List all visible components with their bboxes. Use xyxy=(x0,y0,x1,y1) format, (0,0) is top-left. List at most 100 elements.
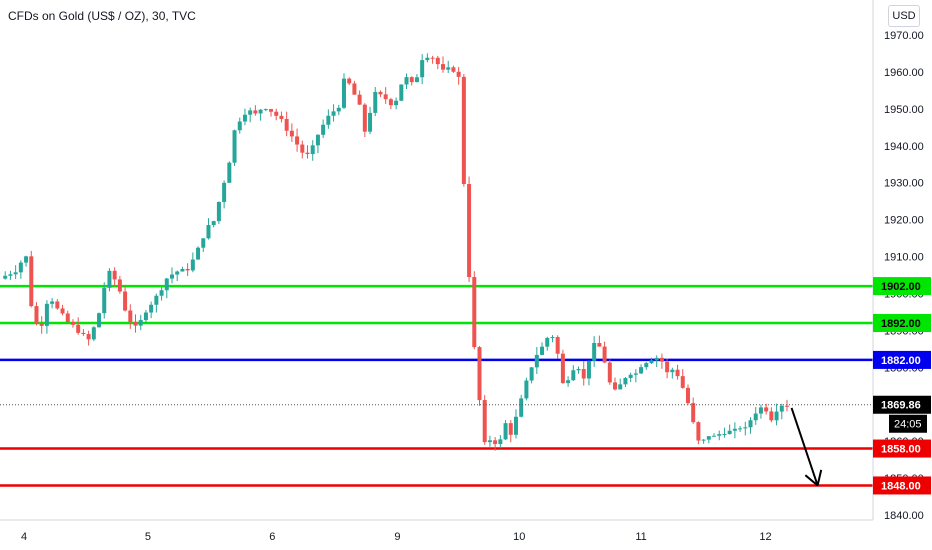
candle xyxy=(326,109,331,129)
candle xyxy=(39,316,44,334)
x-tick-label: 6 xyxy=(269,531,275,543)
candle xyxy=(91,326,96,342)
candle xyxy=(738,425,743,432)
candle xyxy=(196,246,201,260)
candle xyxy=(748,417,753,434)
candle xyxy=(764,403,769,415)
y-tick-label: 1920.00 xyxy=(884,215,924,227)
candle xyxy=(388,97,393,110)
candle xyxy=(560,349,565,384)
candle xyxy=(24,255,29,267)
candle xyxy=(206,218,211,240)
candle xyxy=(540,342,545,356)
level-price-badge: 1882.00 xyxy=(873,350,931,369)
candle xyxy=(383,87,388,104)
candle xyxy=(508,420,513,443)
level-price-badge: 1902.00 xyxy=(873,277,931,296)
candle xyxy=(529,366,534,384)
candle xyxy=(185,263,190,277)
candle xyxy=(164,277,169,299)
symbol-title: CFDs on Gold (US$ / OZ), 30, TVC xyxy=(8,9,196,23)
countdown-badge: 24:05 xyxy=(889,414,927,433)
candle xyxy=(55,299,60,310)
candle xyxy=(425,53,430,63)
candle xyxy=(550,335,555,343)
candle xyxy=(644,361,649,370)
candle xyxy=(331,104,336,122)
candle xyxy=(545,336,550,351)
candle xyxy=(60,304,65,316)
candlesticks xyxy=(3,53,790,451)
candle xyxy=(498,435,503,449)
level-price-badge: 1848.00 xyxy=(873,476,931,495)
candle xyxy=(269,108,274,117)
candle xyxy=(70,319,75,328)
candle xyxy=(50,298,55,309)
candle xyxy=(597,335,602,347)
candle xyxy=(618,378,623,390)
candle xyxy=(519,394,524,418)
candle xyxy=(201,238,206,253)
candle xyxy=(701,439,706,444)
candle xyxy=(65,310,70,324)
candle xyxy=(613,377,618,391)
candle xyxy=(785,399,790,412)
candle xyxy=(394,97,399,110)
candle xyxy=(149,301,154,319)
candle xyxy=(8,270,13,280)
candle xyxy=(691,397,696,424)
candle xyxy=(123,285,128,312)
candle xyxy=(143,309,148,323)
candle xyxy=(628,372,633,383)
svg-text:24:05: 24:05 xyxy=(894,419,922,431)
svg-text:1902.00: 1902.00 xyxy=(881,281,921,293)
candle xyxy=(13,265,18,280)
candle xyxy=(592,336,597,367)
candle xyxy=(347,77,352,86)
candle xyxy=(159,287,164,301)
candle xyxy=(222,180,227,209)
currency-button[interactable]: USD xyxy=(888,5,920,27)
candle xyxy=(472,271,477,350)
candle xyxy=(216,201,221,225)
candle xyxy=(44,300,49,334)
candle xyxy=(373,87,378,117)
candle xyxy=(253,105,258,116)
candle xyxy=(706,436,711,444)
candle xyxy=(649,357,654,364)
candle xyxy=(404,73,409,89)
candle xyxy=(321,119,326,138)
last-price-badge: 1869.86 xyxy=(873,395,931,414)
candle xyxy=(336,104,341,116)
y-tick-label: 1950.00 xyxy=(884,104,924,116)
candle xyxy=(399,84,404,102)
y-tick-label: 1940.00 xyxy=(884,141,924,153)
candle xyxy=(493,437,498,451)
candle xyxy=(237,117,242,134)
candle xyxy=(274,108,279,121)
candle xyxy=(133,314,138,333)
candle xyxy=(284,111,289,137)
candle xyxy=(242,108,247,126)
svg-text:1882.00: 1882.00 xyxy=(881,355,921,367)
x-tick-label: 4 xyxy=(21,531,27,543)
candle xyxy=(607,359,612,385)
candle xyxy=(451,65,456,73)
candle xyxy=(258,109,263,121)
candle xyxy=(175,270,180,281)
candle xyxy=(659,353,664,369)
candle xyxy=(279,111,284,123)
candle xyxy=(446,60,451,73)
candle xyxy=(639,364,644,375)
candle xyxy=(602,341,607,364)
candle xyxy=(378,90,383,98)
candle xyxy=(211,220,216,228)
candle xyxy=(117,275,122,294)
candle xyxy=(665,358,670,379)
level-price-badge: 1858.00 xyxy=(873,439,931,458)
price-badges: 1902.00 1892.00 1882.00 1858.00 1848.00 1869.… xyxy=(873,277,931,495)
time-axis[interactable]: 4 5 6 9 10 11 12 xyxy=(21,531,772,543)
candle xyxy=(680,369,685,389)
candle xyxy=(352,80,357,95)
